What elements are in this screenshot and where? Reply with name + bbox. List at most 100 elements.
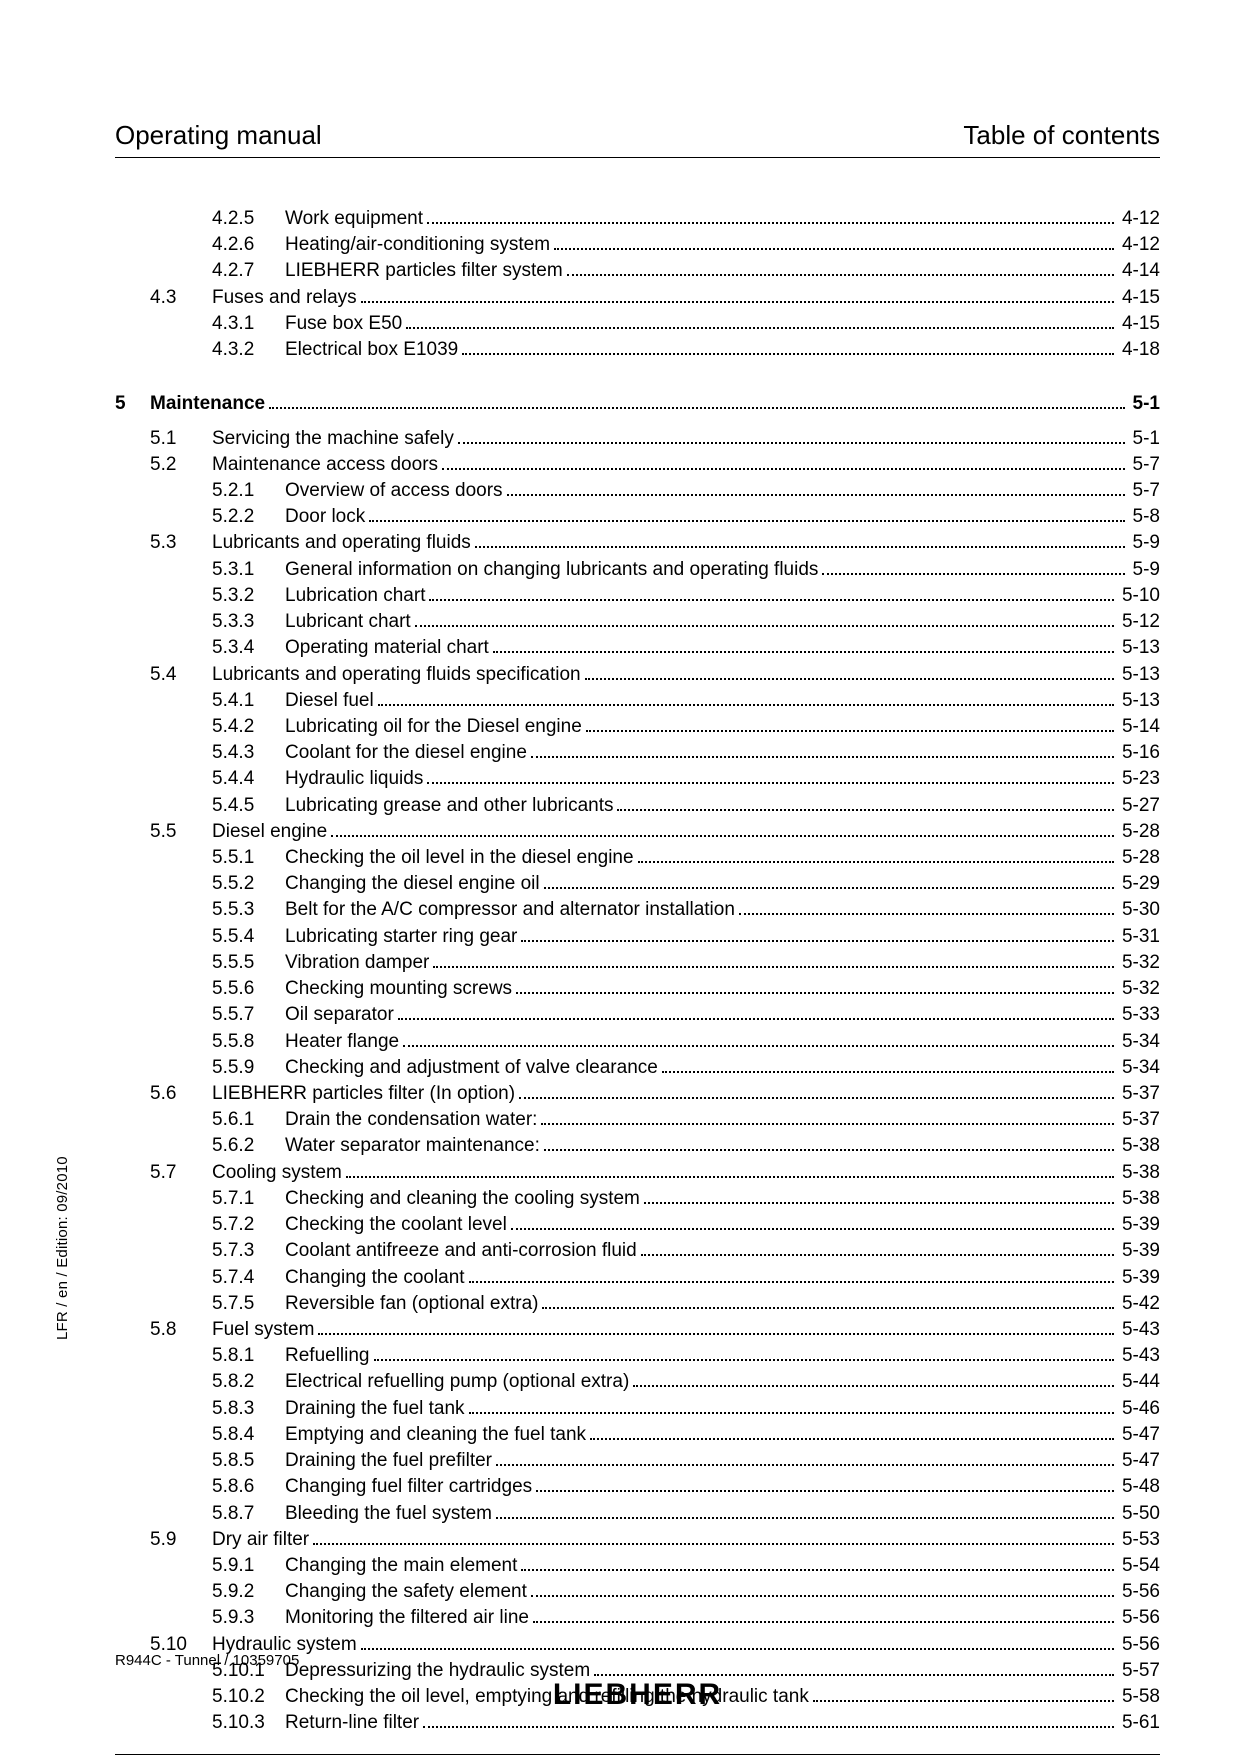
toc-title: Lubricants and operating fluids specific… [212, 662, 581, 688]
toc-row: 5.9.2Changing the safety element 5-56 [115, 1579, 1160, 1605]
page-footer: R944C - Tunnel / 10359705 LIEBHERR [115, 1652, 1160, 1669]
toc-subsection-num: 5.8.6 [212, 1474, 285, 1500]
toc-page: 5-9 [1129, 530, 1160, 556]
toc-title: Heating/air-conditioning system [285, 232, 550, 258]
toc-title: Electrical box E1039 [285, 337, 458, 363]
toc-title: Cooling system [212, 1160, 342, 1186]
toc-row: 5.5.7Oil separator 5-33 [115, 1002, 1160, 1028]
toc-page: 5-43 [1118, 1317, 1160, 1343]
toc-page: 5-32 [1118, 950, 1160, 976]
toc-page: 5-47 [1118, 1448, 1160, 1474]
toc-page: 4-12 [1118, 206, 1160, 232]
toc-title: Checking mounting screws [285, 976, 512, 1002]
toc-section-num: 5.8 [150, 1317, 212, 1343]
toc-row: 5.7.3Coolant antifreeze and anti-corrosi… [115, 1238, 1160, 1264]
toc-section-num: 5.6 [150, 1081, 212, 1107]
page-header: Operating manual Table of contents [115, 120, 1160, 158]
toc-title: Servicing the machine safely [212, 426, 454, 452]
toc-subsection-num: 5.4.5 [212, 793, 285, 819]
toc-subsection-num: 5.4.3 [212, 740, 285, 766]
toc-leader-dots [374, 1359, 1114, 1361]
toc-subsection-num: 5.8.1 [212, 1343, 285, 1369]
toc-page: 5-9 [1129, 557, 1160, 583]
toc-title: Lubricant chart [285, 609, 411, 635]
toc-subsection-num: 4.2.5 [212, 206, 285, 232]
toc-title: Heater flange [285, 1029, 399, 1055]
toc-row: 5.3.4Operating material chart 5-13 [115, 635, 1160, 661]
toc-subsection-num: 5.9.1 [212, 1553, 285, 1579]
toc-leader-dots [822, 573, 1124, 575]
header-left: Operating manual [115, 120, 322, 151]
toc-row: 5.5.6Checking mounting screws 5-32 [115, 976, 1160, 1002]
toc-leader-dots [406, 327, 1114, 329]
toc-subsection-num: 5.2.1 [212, 478, 285, 504]
toc-leader-dots [519, 1097, 1114, 1099]
toc-title: Reversible fan (optional extra) [285, 1291, 538, 1317]
toc-subsection-num: 5.8.5 [212, 1448, 285, 1474]
toc-leader-dots [633, 1385, 1114, 1387]
toc-leader-dots [423, 1726, 1114, 1728]
toc-row: 5.3.2Lubrication chart 5-10 [115, 583, 1160, 609]
toc-page: 5-31 [1118, 924, 1160, 950]
toc-subsection-num: 5.3.2 [212, 583, 285, 609]
toc-subsection-num: 5.4.4 [212, 766, 285, 792]
toc-subsection-num: 5.8.2 [212, 1369, 285, 1395]
toc-leader-dots [531, 1595, 1114, 1597]
toc-page: 5-29 [1118, 871, 1160, 897]
toc-page: 4-15 [1118, 285, 1160, 311]
toc-leader-dots [507, 494, 1125, 496]
toc-row: 4.3.1Fuse box E50 4-15 [115, 311, 1160, 337]
toc-page: 5-47 [1118, 1422, 1160, 1448]
toc-title: Lubricating oil for the Diesel engine [285, 714, 582, 740]
toc-title: Work equipment [285, 206, 423, 232]
toc-page: 5-39 [1118, 1238, 1160, 1264]
toc-row: 5.4.4Hydraulic liquids 5-23 [115, 766, 1160, 792]
toc-row: 5.5Diesel engine 5-28 [115, 819, 1160, 845]
toc-page: 5-7 [1129, 478, 1160, 504]
toc-title: Emptying and cleaning the fuel tank [285, 1422, 586, 1448]
toc-title: Checking the oil level in the diesel eng… [285, 845, 634, 871]
toc-row: 5.5.2Changing the diesel engine oil 5-29 [115, 871, 1160, 897]
toc-page: 5-50 [1118, 1501, 1160, 1527]
toc-section-num: 4.3 [150, 285, 212, 311]
toc-page: 5-28 [1118, 845, 1160, 871]
toc-subsection-num: 5.5.8 [212, 1029, 285, 1055]
toc-subsection-num: 5.10.2 [212, 1684, 285, 1710]
toc-row: 5.9.1Changing the main element 5-54 [115, 1553, 1160, 1579]
toc-page: 5-13 [1118, 662, 1160, 688]
toc-page: 5-28 [1118, 819, 1160, 845]
toc-row: 5Maintenance 5-1 [115, 391, 1160, 417]
toc-title: Coolant antifreeze and anti-corrosion fl… [285, 1238, 637, 1264]
toc-subsection-num: 5.5.4 [212, 924, 285, 950]
toc-page: 5-38 [1118, 1133, 1160, 1159]
toc-leader-dots [594, 1674, 1114, 1676]
toc-row: 5.8Fuel system 5-43 [115, 1317, 1160, 1343]
toc-page: 5-1 [1129, 391, 1160, 417]
toc-subsection-num: 5.3.3 [212, 609, 285, 635]
toc-title: Changing fuel filter cartridges [285, 1474, 532, 1500]
toc-title: Fuse box E50 [285, 311, 402, 337]
toc-title: LIEBHERR particles filter (In option) [212, 1081, 515, 1107]
toc-row: 5.5.3Belt for the A/C compressor and alt… [115, 897, 1160, 923]
toc-page: 5-43 [1118, 1343, 1160, 1369]
toc-gap [115, 363, 1160, 391]
toc-title: Changing the diesel engine oil [285, 871, 540, 897]
toc-subsection-num: 4.2.7 [212, 258, 285, 284]
toc-row: 5.5.1Checking the oil level in the diese… [115, 845, 1160, 871]
toc-subsection-num: 5.6.1 [212, 1107, 285, 1133]
toc-page: 5-61 [1118, 1710, 1160, 1736]
toc-row: 5.5.8Heater flange 5-34 [115, 1029, 1160, 1055]
toc-leader-dots [644, 1202, 1114, 1204]
toc-title: Maintenance [150, 391, 265, 417]
toc-leader-dots [475, 546, 1125, 548]
toc-title: Refuelling [285, 1343, 370, 1369]
toc-page: 5-56 [1118, 1579, 1160, 1605]
toc-leader-dots [331, 835, 1114, 837]
toc-leader-dots [346, 1176, 1114, 1178]
toc-leader-dots [427, 222, 1114, 224]
toc-title: Draining the fuel tank [285, 1396, 465, 1422]
toc-leader-dots [378, 704, 1114, 706]
toc-leader-dots [542, 1307, 1114, 1309]
toc-subsection-num: 4.3.1 [212, 311, 285, 337]
toc-row: 5.4.5Lubricating grease and other lubric… [115, 793, 1160, 819]
